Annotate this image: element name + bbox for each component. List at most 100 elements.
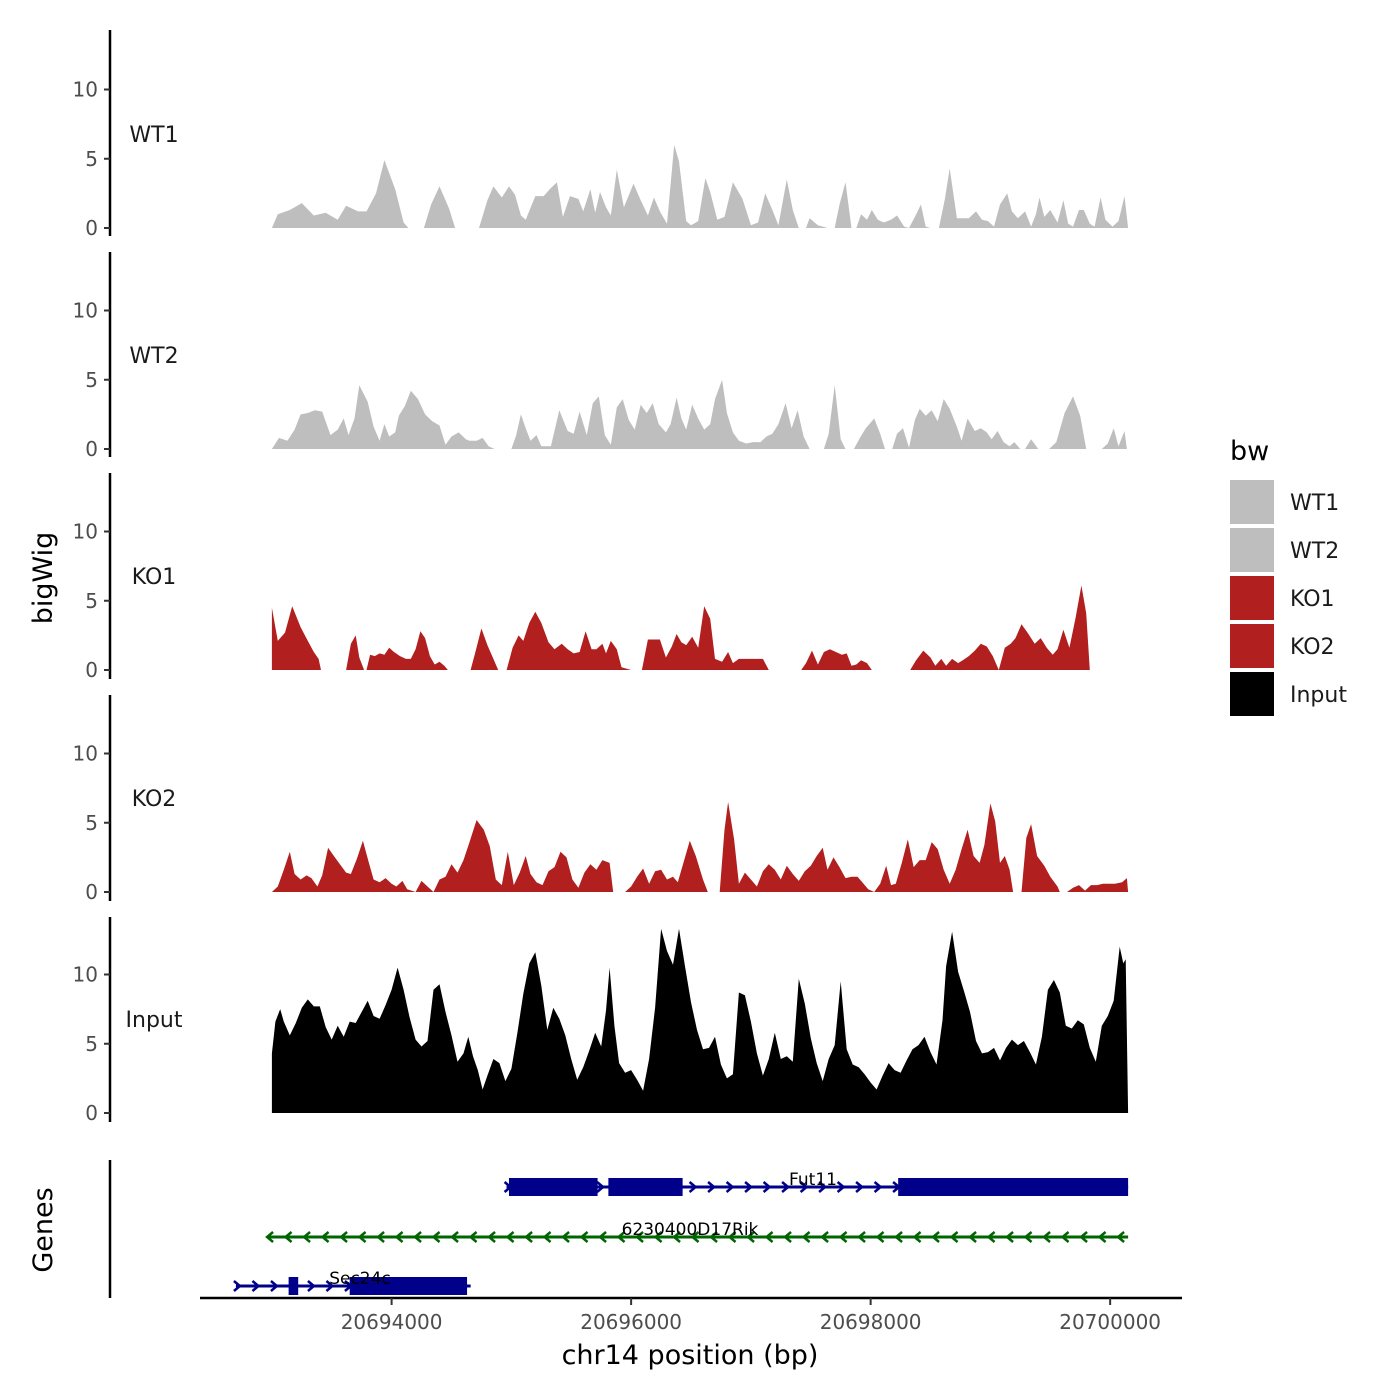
strand-chevron [265, 1231, 274, 1243]
strand-chevron [394, 1231, 404, 1243]
legend-label-WT2: WT2 [1290, 539, 1339, 564]
strand-chevron [357, 1231, 367, 1243]
strand-chevron [875, 1231, 885, 1243]
gene-track: Fut11 6230400D17Rik Sec24c [108, 1160, 1129, 1298]
strand-chevron [302, 1231, 311, 1243]
legend-swatch-Input [1230, 672, 1274, 716]
strand-chevron [616, 1231, 626, 1243]
y-tick-label: 10 [73, 963, 98, 987]
strand-chevron [986, 1231, 996, 1243]
strand-chevron [339, 1231, 348, 1243]
strand-chevron [542, 1231, 552, 1243]
strand-chevron [783, 1231, 792, 1243]
strand-chevron [450, 1231, 459, 1243]
strand-chevron [801, 1231, 811, 1243]
strand-chevron [949, 1231, 959, 1243]
genes-track-title: Genes [28, 1187, 59, 1272]
strand-chevron [688, 1181, 698, 1193]
strand-chevron [505, 1231, 515, 1243]
track-Input: 0 5 10 Input [73, 917, 1129, 1125]
x-tick-label: 20698000 [820, 1310, 922, 1334]
strand-chevron [912, 1231, 922, 1243]
strand-chevron [524, 1231, 533, 1243]
strand-chevron [320, 1231, 330, 1243]
strand-chevron [431, 1231, 441, 1243]
strand-chevron [653, 1231, 663, 1243]
strand-chevron [635, 1231, 644, 1243]
strand-chevron [1097, 1231, 1107, 1243]
track-label-KO2: KO2 [132, 787, 177, 812]
strand-chevron [764, 1231, 774, 1243]
signal-tracks: 0 5 10 WT1 0 5 10 WT2 0 5 10 KO1 0 5 10 KO2 0 5 10 Input [73, 30, 1129, 1125]
y-tick-label: 5 [85, 147, 98, 171]
track-label-WT1: WT1 [129, 123, 178, 148]
strand-chevron [487, 1231, 496, 1243]
x-axis: 20694000 20696000 20698000 20700000 [200, 1296, 1182, 1334]
strand-chevron [744, 1181, 754, 1193]
strand-chevron [855, 1181, 865, 1193]
track-label-Input: Input [126, 1008, 183, 1033]
strand-chevron [799, 1181, 809, 1193]
strand-chevron [307, 1280, 316, 1292]
x-tick-label: 20700000 [1059, 1310, 1161, 1334]
strand-chevron [596, 1181, 606, 1193]
track-label-WT2: WT2 [129, 344, 178, 369]
strand-chevron [820, 1231, 829, 1243]
legend-label-KO2: KO2 [1290, 635, 1335, 660]
area-KO1 [271, 585, 1129, 670]
track-KO2: 0 5 10 KO2 [73, 695, 1129, 904]
strand-chevron [931, 1231, 940, 1243]
legend-swatch-WT1 [1230, 480, 1274, 524]
gene-Fut11: Fut11 [503, 1170, 1129, 1196]
strand-chevron [1079, 1231, 1088, 1243]
strand-chevron [283, 1231, 293, 1243]
y-tick-label: 10 [73, 742, 98, 766]
gene-Sec24c: Sec24c [233, 1269, 471, 1295]
legend-swatch-KO2 [1230, 624, 1274, 668]
strand-chevron [727, 1231, 737, 1243]
strand-chevron [836, 1181, 846, 1193]
strand-chevron [857, 1231, 866, 1243]
strand-chevron [725, 1181, 735, 1193]
legend-swatch-WT2 [1230, 528, 1274, 572]
gene-exon [898, 1178, 1129, 1196]
legend-label-Input: Input [1290, 683, 1347, 708]
y-tick-label: 0 [85, 216, 98, 240]
strand-chevron [1042, 1231, 1051, 1243]
x-tick-label: 20696000 [580, 1310, 682, 1334]
strand-chevron [762, 1181, 772, 1193]
strand-chevron [672, 1231, 681, 1243]
track-WT2: 0 5 10 WT2 [73, 252, 1127, 461]
y-tick-label: 5 [85, 589, 98, 613]
strand-chevron [598, 1231, 607, 1243]
strand-chevron [968, 1231, 977, 1243]
gene-label-6230400D17Rik: 6230400D17Rik [622, 1220, 759, 1240]
gene-label-Sec24c: Sec24c [329, 1269, 391, 1289]
strand-chevron [873, 1181, 883, 1193]
legend-label-WT1: WT1 [1290, 491, 1339, 516]
legend-swatch-KO1 [1230, 576, 1274, 620]
y-tick-label: 0 [85, 1101, 98, 1125]
strand-chevron [894, 1231, 903, 1243]
strand-chevron [579, 1231, 589, 1243]
strand-chevron [413, 1231, 422, 1243]
strand-chevron [1005, 1231, 1014, 1243]
strand-chevron [1023, 1231, 1033, 1243]
area-KO2 [271, 802, 1129, 892]
gene-exon [349, 1277, 468, 1295]
track-WT1: 0 5 10 WT1 [73, 30, 1129, 240]
y-tick-label: 10 [73, 520, 98, 544]
legend-title: bw [1230, 436, 1269, 467]
y-tick-label: 0 [85, 658, 98, 682]
y-tick-label: 0 [85, 437, 98, 461]
strand-chevron [468, 1231, 478, 1243]
x-tick-label: 20694000 [341, 1310, 443, 1334]
strand-chevron [561, 1231, 570, 1243]
track-label-KO1: KO1 [132, 565, 177, 590]
strand-chevron [707, 1181, 717, 1193]
area-WT1 [271, 144, 1129, 228]
y-tick-label: 10 [73, 299, 98, 323]
gene-6230400D17Rik: 6230400D17Rik [265, 1220, 1129, 1243]
